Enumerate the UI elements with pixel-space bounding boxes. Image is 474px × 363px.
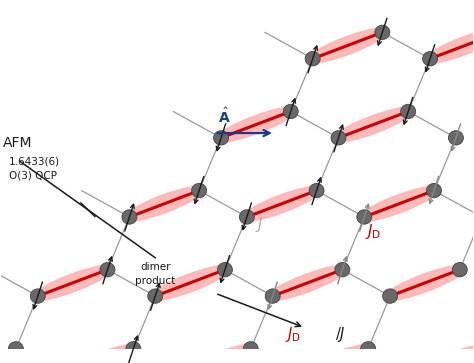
Text: $J_{\mathrm{D}}$: $J_{\mathrm{D}}$ [365,222,381,241]
Circle shape [335,262,350,277]
Circle shape [283,104,298,119]
Text: $J$: $J$ [255,215,264,234]
Ellipse shape [174,344,257,363]
Circle shape [148,289,163,303]
Ellipse shape [383,265,466,301]
Circle shape [122,210,137,224]
Text: $/J$: $/J$ [335,325,346,344]
Ellipse shape [123,186,206,221]
Circle shape [305,52,320,66]
Circle shape [423,52,438,66]
Ellipse shape [31,265,114,301]
Ellipse shape [57,344,140,363]
Ellipse shape [409,344,474,363]
Circle shape [401,104,416,119]
Ellipse shape [214,107,297,142]
Circle shape [214,131,228,145]
Text: 1.6433(6)
O(3) QCP: 1.6433(6) O(3) QCP [9,156,60,180]
Ellipse shape [358,186,441,221]
Circle shape [243,342,258,356]
Circle shape [357,210,372,224]
Circle shape [331,131,346,145]
Circle shape [427,183,441,198]
Circle shape [218,262,232,277]
Circle shape [452,262,467,277]
Circle shape [191,183,207,198]
Ellipse shape [306,28,389,63]
Ellipse shape [423,28,474,63]
Circle shape [383,289,398,303]
Circle shape [126,342,141,356]
Ellipse shape [266,265,349,301]
Text: dimer
product: dimer product [135,262,175,286]
Text: $\hat{\mathbf{A}}$: $\hat{\mathbf{A}}$ [218,107,231,126]
Ellipse shape [149,265,232,301]
Text: $J_{\mathrm{D}}$: $J_{\mathrm{D}}$ [285,325,301,344]
Circle shape [361,342,376,356]
Ellipse shape [332,107,415,142]
Circle shape [9,342,23,356]
Circle shape [265,289,280,303]
Circle shape [100,262,115,277]
Text: AFM: AFM [3,136,32,150]
Circle shape [375,25,390,40]
Circle shape [239,210,255,224]
Circle shape [30,289,46,303]
Circle shape [448,131,464,145]
Ellipse shape [240,186,323,221]
Ellipse shape [292,344,375,363]
Circle shape [309,183,324,198]
